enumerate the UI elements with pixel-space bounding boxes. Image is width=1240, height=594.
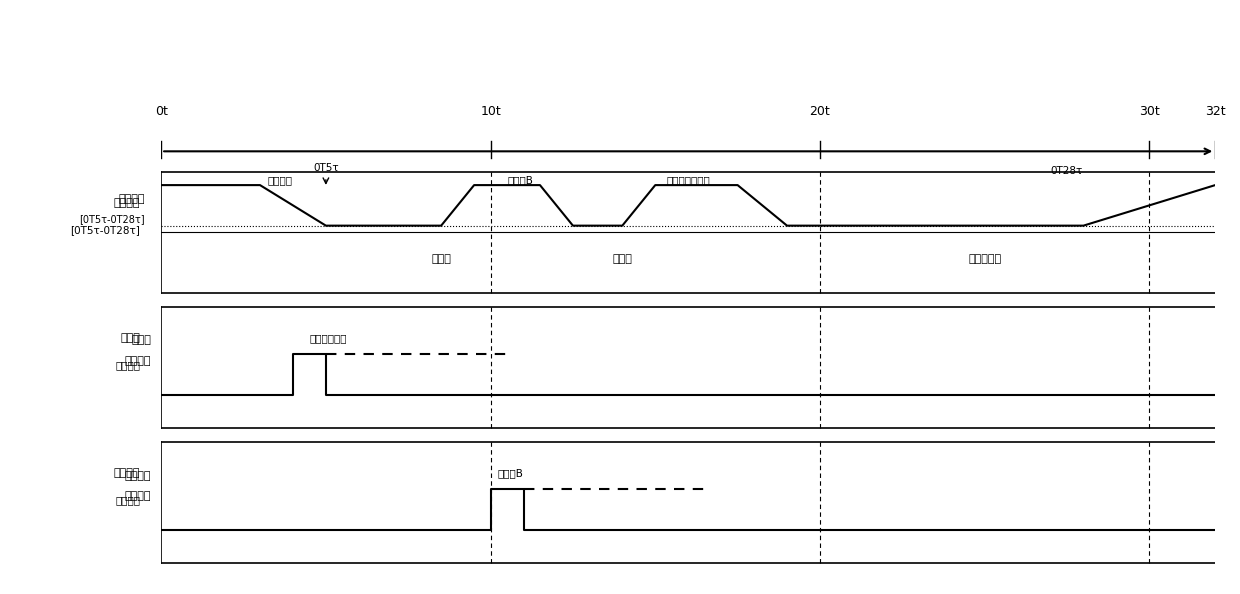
Text: 联动动作: 联动动作 xyxy=(115,360,140,370)
Text: 到吸样品位置: 到吸样品位置 xyxy=(310,333,347,343)
Text: 样品针清洗: 样品针清洗 xyxy=(968,254,1001,264)
Text: 30t: 30t xyxy=(1140,105,1159,118)
Text: 0T5τ: 0T5τ xyxy=(312,163,339,173)
Text: 20t: 20t xyxy=(810,105,831,118)
Text: 0T28τ: 0T28τ xyxy=(1050,166,1083,176)
Text: 样品线程: 样品线程 xyxy=(114,198,140,208)
Text: 10t: 10t xyxy=(480,105,501,118)
Text: 联动动作: 联动动作 xyxy=(125,356,151,366)
Text: [0T5τ-0T28τ]: [0T5τ-0T28τ] xyxy=(79,214,145,224)
Text: 32t: 32t xyxy=(1205,105,1225,118)
Text: 0t: 0t xyxy=(155,105,167,118)
Text: 到样品针清洗池: 到样品针清洗池 xyxy=(666,175,711,185)
Text: 样品线程: 样品线程 xyxy=(118,194,145,204)
Text: 加样品: 加样品 xyxy=(613,254,632,264)
Text: 吸样品: 吸样品 xyxy=(432,254,451,264)
Text: 样品盘: 样品盘 xyxy=(120,333,140,343)
Text: [0T5τ-0T28τ]: [0T5τ-0T28τ] xyxy=(71,225,140,235)
Text: 联动动作: 联动动作 xyxy=(125,491,151,501)
Text: 到位置B: 到位置B xyxy=(507,175,533,185)
Text: 到样品处: 到样品处 xyxy=(268,175,293,185)
Text: 外反应盘: 外反应盘 xyxy=(125,470,151,481)
Text: 到位置B: 到位置B xyxy=(497,468,523,478)
Text: 样品盘: 样品盘 xyxy=(131,336,151,346)
Text: 外反应盘: 外反应盘 xyxy=(114,468,140,478)
Text: 联动动作: 联动动作 xyxy=(115,495,140,505)
